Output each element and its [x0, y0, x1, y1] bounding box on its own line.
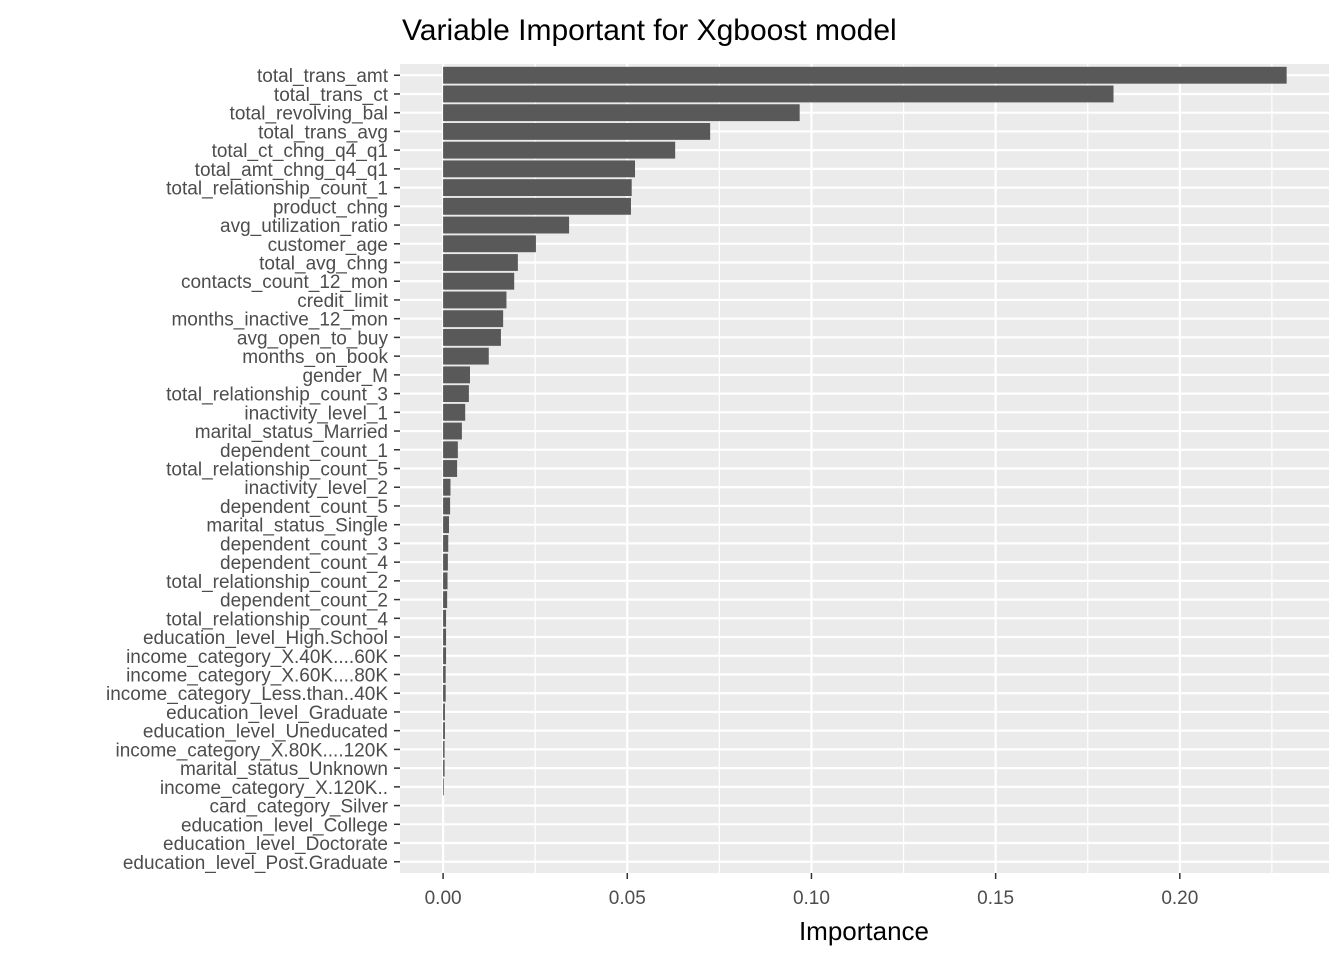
- bar-income_category_Less.than..40K: [443, 684, 446, 702]
- bar-dependent_count_5: [443, 497, 451, 515]
- bar-total_trans_amt: [443, 66, 1287, 84]
- bar-marital_status_Unknown: [443, 759, 445, 777]
- chart-title: Variable Important for Xgboost model: [402, 14, 897, 47]
- y-tick-label: education_level_Graduate: [166, 703, 388, 724]
- x-tick-label: 0.00: [425, 888, 462, 909]
- y-tick-label: income_category_X.120K..: [160, 778, 388, 799]
- bar-income_category_X.120K..: [443, 778, 444, 796]
- y-tick-label: dependent_count_5: [220, 497, 388, 518]
- y-tick-label: total_relationship_count_1: [166, 179, 388, 200]
- y-tick-label: total_trans_avg: [258, 122, 388, 143]
- y-tick-label: card_category_Silver: [210, 797, 389, 818]
- y-tick-label: total_relationship_count_2: [166, 572, 388, 593]
- y-tick-label: months_on_book: [242, 347, 388, 368]
- x-axis: 0.00 0.05 0.10 0.15 0.20: [425, 873, 1198, 909]
- y-tick-label: total_relationship_count_4: [166, 609, 388, 630]
- y-tick-label: education_level_Doctorate: [163, 834, 388, 855]
- y-tick-label: inactivity_level_1: [244, 403, 388, 424]
- y-tick-label: total_relationship_count_5: [166, 460, 388, 481]
- bar-total_relationship_count_1: [443, 179, 632, 197]
- y-tick-label: dependent_count_4: [220, 553, 388, 574]
- bar-total_amt_chng_q4_q1: [443, 160, 636, 178]
- x-tick-label: 0.15: [977, 888, 1014, 909]
- bars: [443, 66, 1287, 796]
- bar-inactivity_level_2: [443, 478, 451, 496]
- bar-education_level_High.School: [443, 628, 447, 646]
- bar-credit_limit: [443, 291, 507, 309]
- y-tick-label: dependent_count_3: [220, 534, 388, 555]
- y-tick-label: total_trans_amt: [257, 66, 389, 87]
- y-tick-label: income_category_X.60K....80K: [126, 665, 388, 686]
- y-tick-label: education_level_Post.Graduate: [123, 853, 388, 874]
- bar-total_relationship_count_5: [443, 460, 458, 477]
- bar-total_ct_chng_q4_q1: [443, 141, 676, 159]
- bar-income_category_X.80K....120K: [443, 740, 445, 758]
- y-tick-label: total_amt_chng_q4_q1: [195, 160, 388, 181]
- bar-income_category_X.60K....80K: [443, 666, 446, 683]
- y-tick-label: customer_age: [268, 235, 388, 256]
- y-axis: total_trans_amttotal_trans_cttotal_revol…: [106, 66, 400, 874]
- y-tick-label: marital_status_Married: [195, 422, 388, 443]
- bar-dependent_count_4: [443, 553, 448, 571]
- bar-avg_open_to_buy: [443, 328, 501, 346]
- bar-education_level_Graduate: [443, 703, 445, 721]
- y-tick-label: income_category_X.80K....120K: [115, 740, 388, 761]
- y-tick-label: avg_open_to_buy: [237, 328, 389, 349]
- bar-total_relationship_count_2: [443, 572, 448, 590]
- bar-total_avg_chng: [443, 254, 518, 271]
- x-tick-label: 0.05: [609, 888, 646, 909]
- y-tick-label: contacts_count_12_mon: [181, 272, 388, 293]
- y-tick-label: education_level_Uneducated: [143, 722, 388, 743]
- bar-dependent_count_3: [443, 534, 449, 552]
- bar-total_revolving_bal: [443, 104, 800, 122]
- bar-product_chng: [443, 197, 631, 215]
- y-tick-label: credit_limit: [297, 291, 389, 312]
- y-tick-label: months_inactive_12_mon: [171, 310, 388, 331]
- bar-customer_age: [443, 235, 536, 253]
- bar-gender_M: [443, 366, 470, 384]
- bar-total_trans_ct: [443, 85, 1114, 103]
- x-tick-label: 0.20: [1161, 888, 1198, 909]
- y-tick-label: income_category_Less.than..40K: [106, 684, 388, 705]
- bar-months_inactive_12_mon: [443, 310, 504, 328]
- y-tick-label: marital_status_Single: [206, 516, 388, 537]
- y-tick-label: avg_utilization_ratio: [220, 216, 388, 237]
- y-tick-label: total_avg_chng: [259, 254, 388, 275]
- y-tick-label: inactivity_level_2: [244, 478, 388, 499]
- y-tick-label: product_chng: [273, 197, 388, 218]
- y-tick-label: total_revolving_bal: [230, 104, 388, 125]
- y-tick-label: total_trans_ct: [274, 85, 389, 106]
- y-tick-label: marital_status_Unknown: [180, 759, 388, 780]
- bar-avg_utilization_ratio: [443, 216, 570, 234]
- bar-marital_status_Single: [443, 516, 449, 534]
- y-tick-label: total_relationship_count_3: [166, 385, 388, 406]
- y-tick-label: dependent_count_2: [220, 591, 388, 612]
- bar-total_relationship_count_3: [443, 385, 469, 403]
- bar-income_category_X.40K....60K: [443, 647, 447, 665]
- bar-education_level_Uneducated: [443, 722, 445, 740]
- x-tick-label: 0.10: [793, 888, 830, 909]
- bar-months_on_book: [443, 347, 489, 365]
- y-tick-label: gender_M: [302, 366, 388, 387]
- bar-marital_status_Married: [443, 422, 462, 440]
- bar-dependent_count_2: [443, 591, 448, 609]
- y-tick-label: total_ct_chng_q4_q1: [212, 141, 388, 162]
- y-tick-label: dependent_count_1: [220, 441, 388, 462]
- y-tick-label: education_level_High.School: [143, 628, 388, 649]
- x-axis-title: Importance: [799, 916, 929, 946]
- y-tick-label: income_category_X.40K....60K: [126, 647, 388, 668]
- bar-dependent_count_1: [443, 441, 458, 459]
- bar-inactivity_level_1: [443, 403, 466, 421]
- bar-total_trans_avg: [443, 122, 711, 140]
- bar-contacts_count_12_mon: [443, 272, 515, 290]
- y-tick-label: education_level_College: [181, 815, 388, 836]
- bar-total_relationship_count_4: [443, 609, 447, 627]
